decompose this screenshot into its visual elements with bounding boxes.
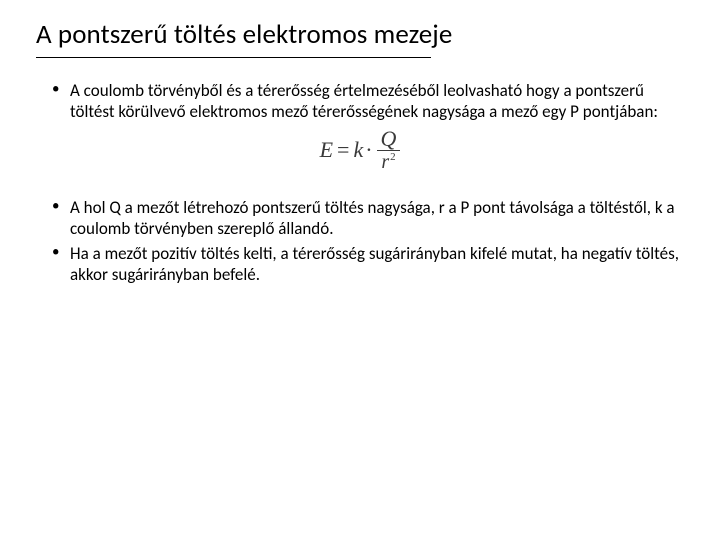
body-list: A coulomb törvényből és a térerősség ért… xyxy=(30,80,690,123)
fraction-denominator: r2 xyxy=(377,151,401,173)
slide: A pontszerű töltés elektromos mezeje A c… xyxy=(0,0,720,540)
multiply-dot: · xyxy=(365,137,372,162)
body-list-2: A hol Q a mezőt létrehozó pontszerű tölt… xyxy=(30,197,690,286)
equals-sign: = xyxy=(337,137,349,162)
fraction: Qr2 xyxy=(377,127,401,173)
formula-k: k xyxy=(353,137,363,162)
title-underline xyxy=(36,57,431,58)
formula: E=k·Qr2 xyxy=(320,129,401,175)
formula-block: E=k·Qr2 xyxy=(30,129,690,175)
bullet-text: Ha a mezőt pozitív töltés kelti, a térer… xyxy=(70,243,679,285)
spacer xyxy=(30,189,690,197)
bullet-text: A coulomb törvényből és a térerősség ért… xyxy=(70,80,658,122)
den-base: r xyxy=(381,151,389,173)
den-exponent: 2 xyxy=(390,151,396,163)
formula-lhs: E xyxy=(320,137,333,162)
list-item: Ha a mezőt pozitív töltés kelti, a térer… xyxy=(52,243,680,286)
list-item: A hol Q a mezőt létrehozó pontszerű tölt… xyxy=(52,197,680,240)
slide-title: A pontszerű töltés elektromos mezeje xyxy=(36,18,690,53)
bullet-text: A hol Q a mezőt létrehozó pontszerű tölt… xyxy=(70,197,675,239)
list-item: A coulomb törvényből és a térerősség ért… xyxy=(52,80,680,123)
fraction-numerator: Q xyxy=(377,127,401,151)
